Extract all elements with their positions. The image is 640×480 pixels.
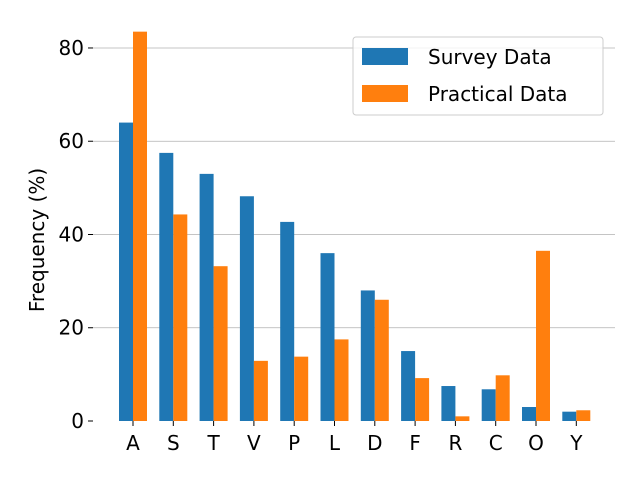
bar-survey-S bbox=[159, 152, 174, 422]
y-axis-label: Frequency (%) bbox=[25, 168, 49, 312]
legend-label-practical: Practical Data bbox=[428, 82, 568, 106]
bar-survey-D bbox=[360, 290, 375, 421]
bar-practical-A bbox=[133, 31, 147, 421]
bar-practical-C bbox=[495, 375, 510, 421]
legend: Survey Data Practical Data bbox=[352, 36, 604, 116]
y-tick-label: 40 bbox=[59, 222, 84, 246]
x-tick-label: T bbox=[206, 431, 220, 455]
x-tick-label: F bbox=[409, 431, 421, 455]
bar-practical-D bbox=[374, 299, 389, 421]
bar-practical-L bbox=[334, 339, 349, 421]
x-tick-label: A bbox=[126, 431, 140, 455]
y-axis: 0 20 40 60 80 bbox=[59, 36, 93, 433]
bar-survey-O bbox=[522, 407, 536, 421]
x-tick-label: C bbox=[489, 431, 503, 455]
y-tick-label: 20 bbox=[59, 316, 84, 340]
bar-survey-T bbox=[199, 173, 214, 421]
x-tick-label: L bbox=[329, 431, 341, 455]
bar-survey-A bbox=[119, 122, 133, 422]
bar-survey-L bbox=[320, 253, 335, 421]
legend-frame bbox=[352, 36, 604, 116]
x-tick-label: D bbox=[367, 431, 382, 455]
x-tick-label: S bbox=[167, 431, 180, 455]
bar-practical-T bbox=[213, 266, 228, 421]
bars bbox=[119, 31, 591, 422]
y-tick-label: 60 bbox=[59, 129, 84, 153]
bar-survey-R bbox=[441, 386, 456, 421]
legend-swatch-practical bbox=[362, 85, 408, 102]
x-tick-label: V bbox=[247, 431, 261, 455]
bar-practical-Y bbox=[576, 410, 591, 421]
x-tick-label: R bbox=[448, 431, 462, 455]
y-tick-label: 80 bbox=[59, 36, 84, 60]
bar-practical-R bbox=[455, 416, 470, 421]
bar-survey-F bbox=[401, 351, 416, 421]
bar-survey-Y bbox=[562, 411, 577, 421]
bar-survey-P bbox=[280, 221, 295, 421]
bar-survey-C bbox=[481, 389, 496, 421]
bar-practical-F bbox=[415, 378, 430, 421]
bar-practical-O bbox=[536, 250, 550, 421]
x-tick-label: O bbox=[528, 431, 544, 455]
bar-practical-S bbox=[173, 214, 188, 421]
bar-practical-V bbox=[253, 360, 268, 421]
bar-survey-V bbox=[239, 196, 254, 421]
legend-label-survey: Survey Data bbox=[428, 45, 552, 69]
x-tick-label: Y bbox=[569, 431, 583, 455]
x-tick-label: P bbox=[288, 431, 300, 455]
bar-practical-P bbox=[294, 356, 309, 421]
legend-swatch-survey bbox=[362, 48, 408, 65]
y-tick-label: 0 bbox=[71, 409, 84, 433]
